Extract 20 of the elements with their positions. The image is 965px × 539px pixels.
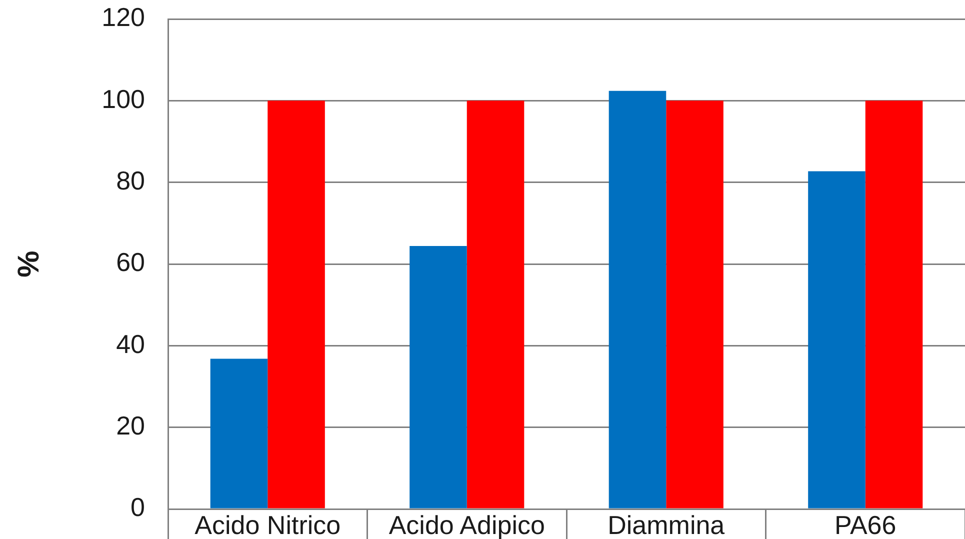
bar [410,246,467,508]
x-tick-label: Acido Nitrico [194,510,341,539]
bar [466,100,524,508]
bar [268,100,325,508]
x-tick-label: Acido Adipico [388,510,545,539]
y-tick-label: 40 [116,328,145,359]
bar [210,358,268,508]
x-tick-label: Diammina [608,510,726,539]
y-tick-label: 80 [116,166,145,196]
bar [666,100,724,508]
y-tick-label: 100 [102,84,145,114]
bar [808,171,866,508]
x-tick-label: PA66 [834,510,896,539]
y-tick-label: 60 [116,247,145,278]
y-tick-label: 120 [102,2,145,32]
bar [865,100,923,508]
bar [608,90,666,508]
y-tick-label: 0 [130,492,145,522]
y-tick-label: 20 [116,410,145,441]
y-axis-title: % [12,250,46,278]
